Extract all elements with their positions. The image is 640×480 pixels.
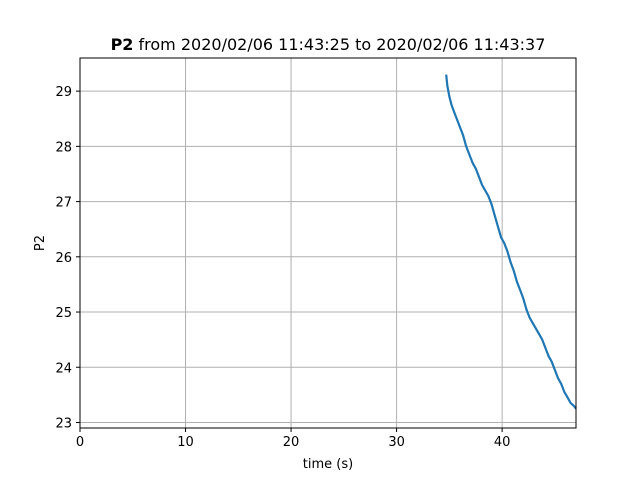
y-tick-label: 23 [55, 416, 72, 431]
chart-title: P2 from 2020/02/06 11:43:25 to 2020/02/0… [111, 35, 546, 54]
x-tick-label: 10 [177, 435, 194, 450]
y-tick-label: 27 [55, 196, 72, 211]
grid-lines [79, 58, 576, 428]
chart-title-rest: from 2020/02/06 11:43:25 to 2020/02/06 1… [133, 35, 545, 54]
y-axis-label: P2 [33, 235, 48, 251]
y-tick-label: 26 [55, 251, 72, 266]
x-axis-label: time (s) [303, 457, 353, 472]
series-layer [445, 74, 577, 410]
x-tick-label: 30 [388, 435, 405, 450]
y-tick-label: 28 [55, 140, 72, 155]
series-line [445, 74, 577, 410]
x-tick-label: 0 [76, 435, 84, 450]
x-tick-label: 20 [283, 435, 300, 450]
y-tick-label: 29 [55, 85, 72, 100]
y-tick-label: 24 [55, 361, 72, 376]
x-axis-ticks: 0 10 20 30 40 [76, 428, 511, 450]
x-tick-label: 40 [494, 435, 511, 450]
plot-frame [79, 57, 577, 429]
chart-title-bold: P2 [111, 35, 134, 54]
y-axis-ticks: 23 24 25 26 27 28 29 [55, 85, 80, 431]
y-tick-label: 25 [55, 306, 72, 321]
